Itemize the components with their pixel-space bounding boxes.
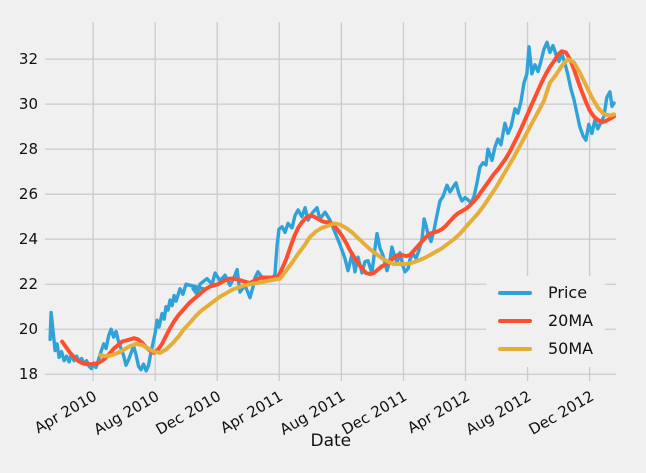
legend-label-price: Price [548,283,588,302]
legend-item-50ma: 50MA [498,339,593,358]
y-tick-label: 28 [18,140,38,159]
legend-label-50ma: 50MA [548,339,594,358]
y-tick-label: 20 [18,320,38,339]
y-tick-label: 32 [18,50,38,69]
price-line [48,40,616,373]
y-tick-label: 22 [18,275,38,294]
legend-line-swatch-20ma [498,318,532,323]
legend-item-price: Price [498,283,593,302]
legend: Price 20MA 50MA [486,276,606,367]
y-tick-label: 26 [18,185,38,204]
y-tick-label: 18 [18,365,38,384]
legend-label-20ma: 20MA [548,311,594,330]
legend-item-20ma: 20MA [498,311,593,330]
legend-line-swatch-50ma [498,346,532,351]
y-tick-label: 30 [18,95,38,114]
x-axis-title: Date [310,431,352,451]
y-tick-label: 24 [18,230,38,249]
ma50-line [98,57,616,359]
legend-line-swatch-price [498,290,532,295]
